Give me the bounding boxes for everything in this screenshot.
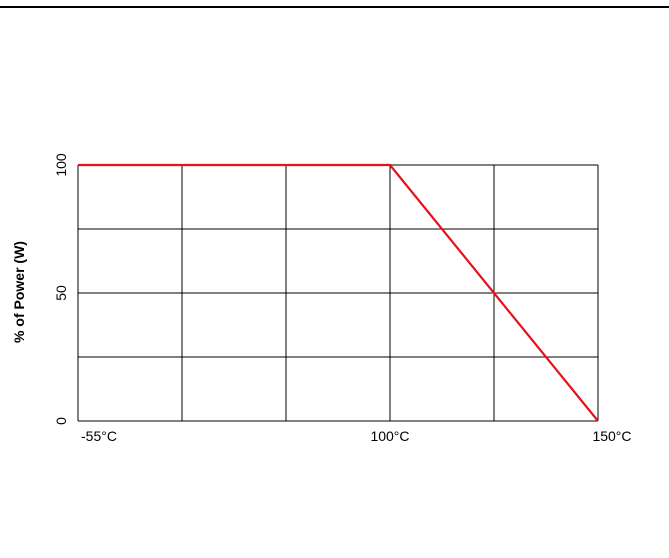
grid	[77, 164, 599, 422]
y-axis-title: % of Power (W)	[11, 241, 27, 343]
top-divider	[0, 6, 669, 8]
series-layer	[77, 163, 599, 422]
x-tick-labels: -55°C 100°C 150°C	[81, 428, 632, 444]
x-tick-label: 100°C	[370, 428, 409, 444]
y-tick-label: 100	[53, 153, 69, 177]
y-tick-labels: 0 50 100	[53, 153, 69, 425]
x-tick-label: 150°C	[592, 428, 631, 444]
x-tick-label: -55°C	[81, 428, 117, 444]
y-tick-label: 0	[53, 417, 69, 425]
y-tick-label: 50	[53, 285, 69, 301]
